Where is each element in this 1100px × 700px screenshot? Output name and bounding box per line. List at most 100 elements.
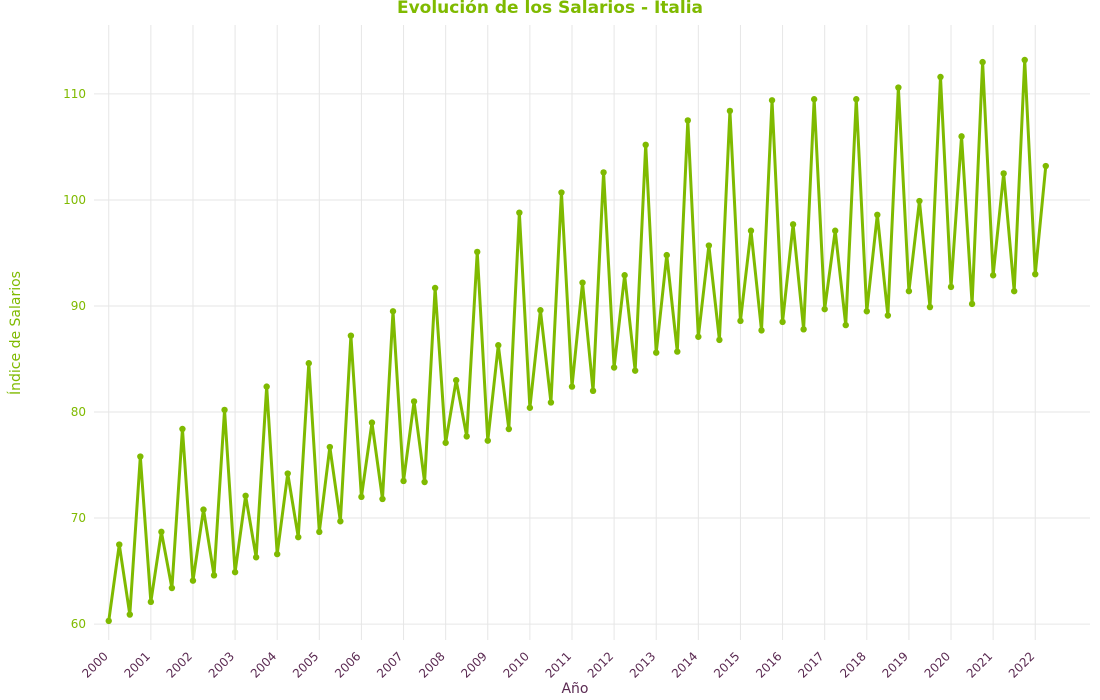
x-tick-label: 2007 [374,649,405,680]
y-tick-label: 80 [71,405,86,419]
data-point [621,272,628,279]
data-point [137,453,144,460]
x-tick-label: 2013 [627,649,658,680]
data-point [989,272,997,279]
data-point [631,367,639,374]
x-tick-label: 2012 [585,649,616,680]
series-layer [107,58,1048,623]
data-point [431,284,439,292]
data-point [495,342,502,349]
data-point [926,303,934,311]
chart-title: Evolución de los Salarios - Italia [397,0,703,18]
data-point [358,493,365,501]
data-point [874,211,881,219]
data-point [642,141,649,149]
data-point [979,58,986,66]
data-point [379,495,386,503]
data-point [126,611,133,618]
data-point [968,300,976,308]
x-axis: 2000 2001 2002 2003 2004 2005 2006 2007 2008 2009… [79,649,1037,680]
x-tick-label: 2004 [248,649,279,680]
data-point [737,317,744,325]
data-point [758,327,765,334]
y-axis: 60 70 80 90 100 110 [63,87,86,631]
data-point [663,251,670,259]
data-point [884,312,892,319]
data-point [484,437,491,444]
x-axis-title: Año [561,681,588,697]
y-tick-label: 100 [63,193,86,207]
data-point [821,305,828,313]
data-point [421,478,428,486]
data-point [263,383,270,390]
data-point [547,399,555,406]
data-point [800,326,807,333]
data-point [810,96,818,103]
data-point [463,433,470,440]
y-axis-title: Índice de Salarios [7,271,24,395]
data-point [305,360,312,367]
x-tick-label: 2008 [416,649,447,680]
data-point [789,221,797,228]
data-point [526,404,534,411]
x-tick-label: 2009 [458,649,489,680]
data-point [452,377,460,384]
y-tick-label: 90 [71,299,86,313]
data-point [568,383,576,390]
data-point [179,425,186,433]
data-point [368,419,376,426]
y-tick-label: 110 [63,87,86,101]
data-point [1042,162,1049,170]
data-point [347,332,355,339]
data-point [273,550,281,558]
data-point [726,107,734,115]
x-tick-label: 2019 [880,649,911,680]
data-point [105,617,112,625]
x-tick-label: 2020 [922,649,953,680]
data-point [832,227,839,234]
data-point [684,117,692,124]
data-point [905,287,913,295]
data-point [716,336,723,344]
x-tick-label: 2005 [290,649,321,680]
x-tick-label: 2000 [79,649,110,680]
x-tick-label: 2003 [206,649,237,680]
data-point [958,133,965,140]
data-point [400,477,407,485]
data-point [252,554,260,561]
data-point [747,227,755,234]
data-point [389,308,397,315]
data-point [168,584,176,592]
data-point [221,406,228,414]
grid [94,25,1090,640]
data-point [779,318,786,326]
data-point [558,189,565,196]
series-line [107,58,1048,623]
x-tick-label: 2018 [837,649,868,680]
x-tick-label: 2010 [501,649,532,680]
data-point [158,528,165,536]
data-point [653,349,660,356]
data-point [1021,56,1028,64]
data-point [442,439,449,446]
data-point [937,73,944,81]
data-point [189,577,197,584]
data-point [895,84,902,91]
x-tick-label: 2017 [795,649,826,680]
data-point [505,425,513,433]
data-point [474,248,481,256]
data-point [210,572,218,579]
x-tick-label: 2015 [711,649,742,680]
data-point [1032,270,1039,278]
data-point [284,470,291,477]
data-point [589,387,597,395]
data-point [579,279,586,286]
y-tick-label: 60 [71,617,86,631]
x-tick-label: 2001 [121,649,152,680]
data-point [326,443,334,451]
data-point [863,308,870,315]
x-tick-label: 2021 [964,649,995,680]
x-tick-label: 2002 [164,649,195,680]
